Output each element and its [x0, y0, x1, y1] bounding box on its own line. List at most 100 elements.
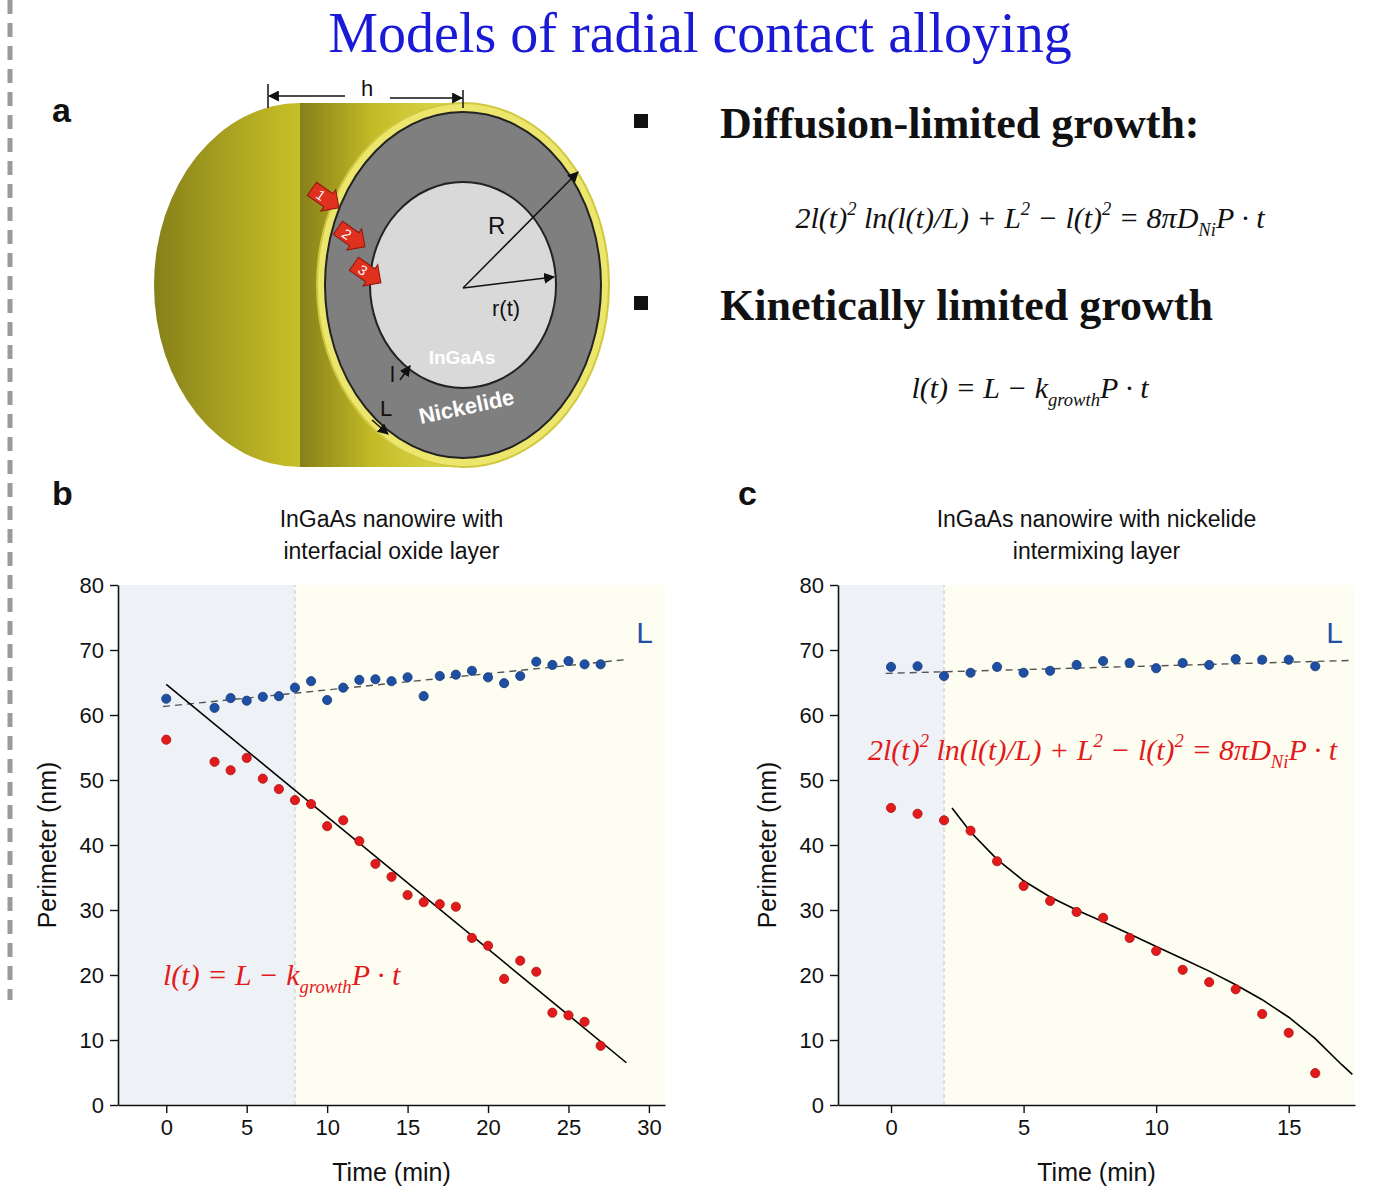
- data-point: [516, 671, 525, 680]
- tick: 10: [800, 1028, 838, 1053]
- data-point: [548, 1008, 557, 1017]
- tick-label: 15: [396, 1115, 420, 1140]
- data-point: [966, 668, 975, 677]
- tick: 30: [80, 898, 118, 923]
- tick-mark: [830, 715, 838, 716]
- nickelide-ring: [325, 112, 601, 458]
- tick-label: 40: [800, 833, 824, 858]
- y-axis: 01020304050607080: [800, 573, 839, 1118]
- tick-mark: [110, 910, 118, 911]
- tick-label: 10: [1144, 1115, 1168, 1140]
- data-point: [1284, 655, 1293, 664]
- data-point: [339, 683, 348, 692]
- equation-part: − l(t): [1030, 201, 1102, 235]
- tick-label: 10: [800, 1028, 824, 1053]
- data-point: [580, 660, 589, 669]
- equation-heading: Kinetically limited growth: [720, 281, 1213, 330]
- tick-mark: [110, 975, 118, 976]
- panel-label: b: [52, 474, 73, 512]
- data-point: [580, 1017, 589, 1026]
- data-point: [939, 671, 948, 680]
- equation: 2l(t)2 ln(l(t)/L) + L2 − l(t)2 = 8πDNiP …: [795, 198, 1265, 239]
- tick-label: 30: [637, 1115, 661, 1140]
- data-point: [1205, 660, 1214, 669]
- diagram-label: h: [361, 76, 373, 101]
- tick: 15: [1277, 1105, 1301, 1140]
- series-line: [163, 660, 625, 707]
- tick: 0: [885, 1105, 897, 1140]
- tick-label: 60: [800, 703, 824, 728]
- diagram-label: R: [488, 212, 505, 239]
- tick-label: 10: [80, 1028, 104, 1053]
- data-point: [467, 933, 476, 942]
- data-point: [226, 766, 235, 775]
- data-point: [451, 902, 460, 911]
- data-point: [500, 974, 509, 983]
- chart-title: InGaAs nanowire withinterfacial oxide la…: [280, 506, 504, 564]
- tick: 20: [800, 963, 838, 988]
- step-arrow: 2: [330, 217, 372, 257]
- panel-label: a: [52, 91, 72, 129]
- chart-title: InGaAs nanowire with nickelideintermixin…: [937, 506, 1257, 564]
- axis-line: [119, 1105, 666, 1107]
- equation: l(t) = L − kgrowthP · t: [911, 371, 1149, 410]
- tick-mark: [110, 780, 118, 781]
- tick: 25: [557, 1105, 581, 1140]
- data-point: [532, 657, 541, 666]
- diagram-label: InGaAs: [429, 347, 496, 368]
- data-point: [1046, 896, 1055, 905]
- data-point: [210, 703, 219, 712]
- tick: 60: [800, 703, 838, 728]
- tick-mark: [110, 1040, 118, 1041]
- data-point: [913, 809, 922, 818]
- data-point: [1258, 1009, 1267, 1018]
- ingaas-core: [370, 182, 556, 388]
- dimension-tick: [462, 90, 464, 108]
- x-axis-title: Time (min): [1037, 1158, 1156, 1186]
- dimension-line: [269, 95, 345, 97]
- tick: 0: [812, 1093, 838, 1118]
- data-point: [1284, 1028, 1293, 1037]
- data-point: [290, 796, 299, 805]
- equation-part: 2l(t): [795, 201, 847, 235]
- tick: 60: [80, 703, 118, 728]
- step-arrow-shape: [346, 253, 388, 293]
- tick-mark: [830, 585, 838, 586]
- data-point: [435, 900, 444, 909]
- tick-label: 50: [80, 768, 104, 793]
- tick-mark: [110, 715, 118, 716]
- radius-arrow: [463, 172, 578, 288]
- series-line: [166, 684, 626, 1062]
- equation-part: growth: [1048, 389, 1100, 410]
- region-after: [944, 585, 1355, 1105]
- data-point: [886, 662, 895, 671]
- data-point: [387, 872, 396, 881]
- dimension-line: [390, 97, 462, 99]
- y-axis-title: Perimeter (nm): [753, 762, 781, 929]
- tick-label: 5: [1018, 1115, 1030, 1140]
- perimeter-arrow: [372, 420, 388, 434]
- data-point: [226, 694, 235, 703]
- tick-mark: [110, 845, 118, 846]
- equation-part: Ni: [1197, 219, 1216, 240]
- data-point: [532, 967, 541, 976]
- tick: 40: [800, 833, 838, 858]
- data-point: [939, 816, 948, 825]
- data-point: [966, 826, 975, 835]
- data-point: [306, 677, 315, 686]
- data-point: [435, 671, 444, 680]
- tick-label: 80: [80, 573, 104, 598]
- figure: Models of radial contact alloyingabchRr(…: [0, 0, 1373, 1197]
- panel-label: c: [738, 474, 757, 512]
- tick-label: 20: [80, 963, 104, 988]
- tick-mark: [568, 1105, 569, 1113]
- equation-part: Ni: [1270, 751, 1289, 772]
- data-point: [1205, 978, 1214, 987]
- x-axis: 0 5 10 15: [839, 1105, 1356, 1140]
- diagram-label: l: [390, 362, 395, 387]
- data-point: [403, 673, 412, 682]
- data-point: [1019, 881, 1028, 890]
- data-point: [355, 675, 364, 684]
- equation-part: 2: [1102, 198, 1111, 219]
- data-point: [467, 666, 476, 675]
